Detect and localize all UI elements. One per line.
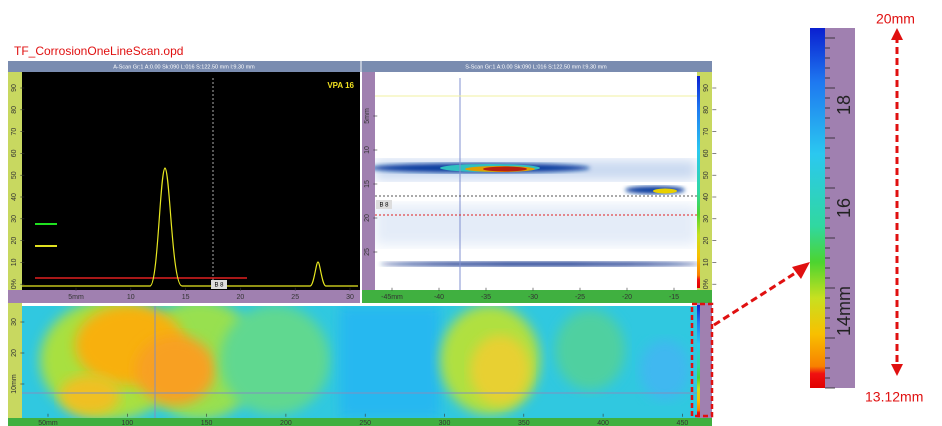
depth-label: 20 [237, 294, 245, 301]
amp-label: 50 [11, 171, 18, 179]
amp-label: 80 [703, 106, 710, 114]
amp-label: 70 [11, 128, 18, 136]
depth-label: 25 [364, 248, 371, 256]
depth-label: 25 [291, 294, 299, 301]
scan-label: 50mm [38, 420, 58, 426]
scan-label: 350 [518, 420, 530, 426]
depth-label: 10 [364, 146, 371, 154]
index-label: 10mm [11, 374, 18, 394]
scale-label: 16 [834, 198, 854, 218]
index-label: 30 [11, 318, 18, 326]
depth-label: 15 [364, 180, 371, 188]
amp-label: 40 [703, 193, 710, 201]
amp-label: 60 [703, 149, 710, 157]
amp-label: 40 [11, 193, 18, 201]
index-label: -20 [622, 294, 632, 301]
index-label: -30 [528, 294, 538, 301]
depth-label: 5mm [364, 108, 371, 124]
scan-label: 400 [597, 420, 609, 426]
zoom-arrow [714, 270, 800, 325]
sscan-header: S-Scan Gr:1 A:0.00 Sk:090 L:016 S:122.50… [465, 64, 607, 70]
amp-label: 20 [703, 237, 710, 245]
amp-label: 80 [11, 106, 18, 114]
scan-label: 450 [677, 420, 689, 426]
amp-label: 0% [703, 279, 710, 289]
scan-label: 150 [201, 420, 213, 426]
amp-label: 0% [11, 279, 18, 289]
file-title: TF_CorrosionOneLineScan.opd [14, 44, 183, 58]
amp-label: 60 [11, 149, 18, 157]
gate-label: B 8 [214, 283, 224, 289]
amp-label: 90 [11, 84, 18, 92]
ascan-header: A-Scan Gr:1 A:0.00 Sk:090 L:016 S:122.50… [113, 64, 255, 70]
scan-label: 100 [121, 420, 133, 426]
index-label: -40 [434, 294, 444, 301]
ascan-plot [22, 72, 360, 290]
range-top-label: 20mm [876, 11, 915, 27]
scan-label: 200 [280, 420, 292, 426]
index-label: -25 [575, 294, 585, 301]
amp-label: 30 [11, 215, 18, 223]
scan-label: 300 [439, 420, 451, 426]
amp-label: 70 [703, 128, 710, 136]
amp-label: 90 [703, 84, 710, 92]
depth-label: 5mm [68, 294, 84, 301]
depth-label: 15 [182, 294, 190, 301]
amp-label: 10 [703, 258, 710, 266]
ascan-amp-ruler [8, 72, 22, 290]
amp-label: 50 [703, 171, 710, 179]
index-label: -45mm [381, 294, 403, 301]
scale-label: 18 [834, 95, 854, 115]
ascan-badge: VPA 16 [327, 81, 354, 90]
index-label: -15 [669, 294, 679, 301]
index-label: -35 [481, 294, 491, 301]
cscan-image [22, 300, 697, 420]
amp-label: 20 [11, 237, 18, 245]
gate-label: B 8 [379, 203, 389, 209]
depth-label: 20 [364, 214, 371, 222]
sscan-plot [375, 78, 697, 290]
screenshot: TF_CorrosionOneLineScan.opd A-Scan Gr:1 … [0, 0, 942, 426]
index-label: 20 [11, 349, 18, 357]
color-scale [810, 28, 825, 388]
scale-label: 14mm [834, 286, 854, 336]
amp-label: 30 [703, 215, 710, 223]
depth-label: 30 [346, 294, 354, 301]
range-bottom-label: 13.12mm [865, 389, 923, 405]
scan-label: 250 [359, 420, 371, 426]
depth-label: 10 [127, 294, 135, 301]
amp-label: 10 [11, 258, 18, 266]
